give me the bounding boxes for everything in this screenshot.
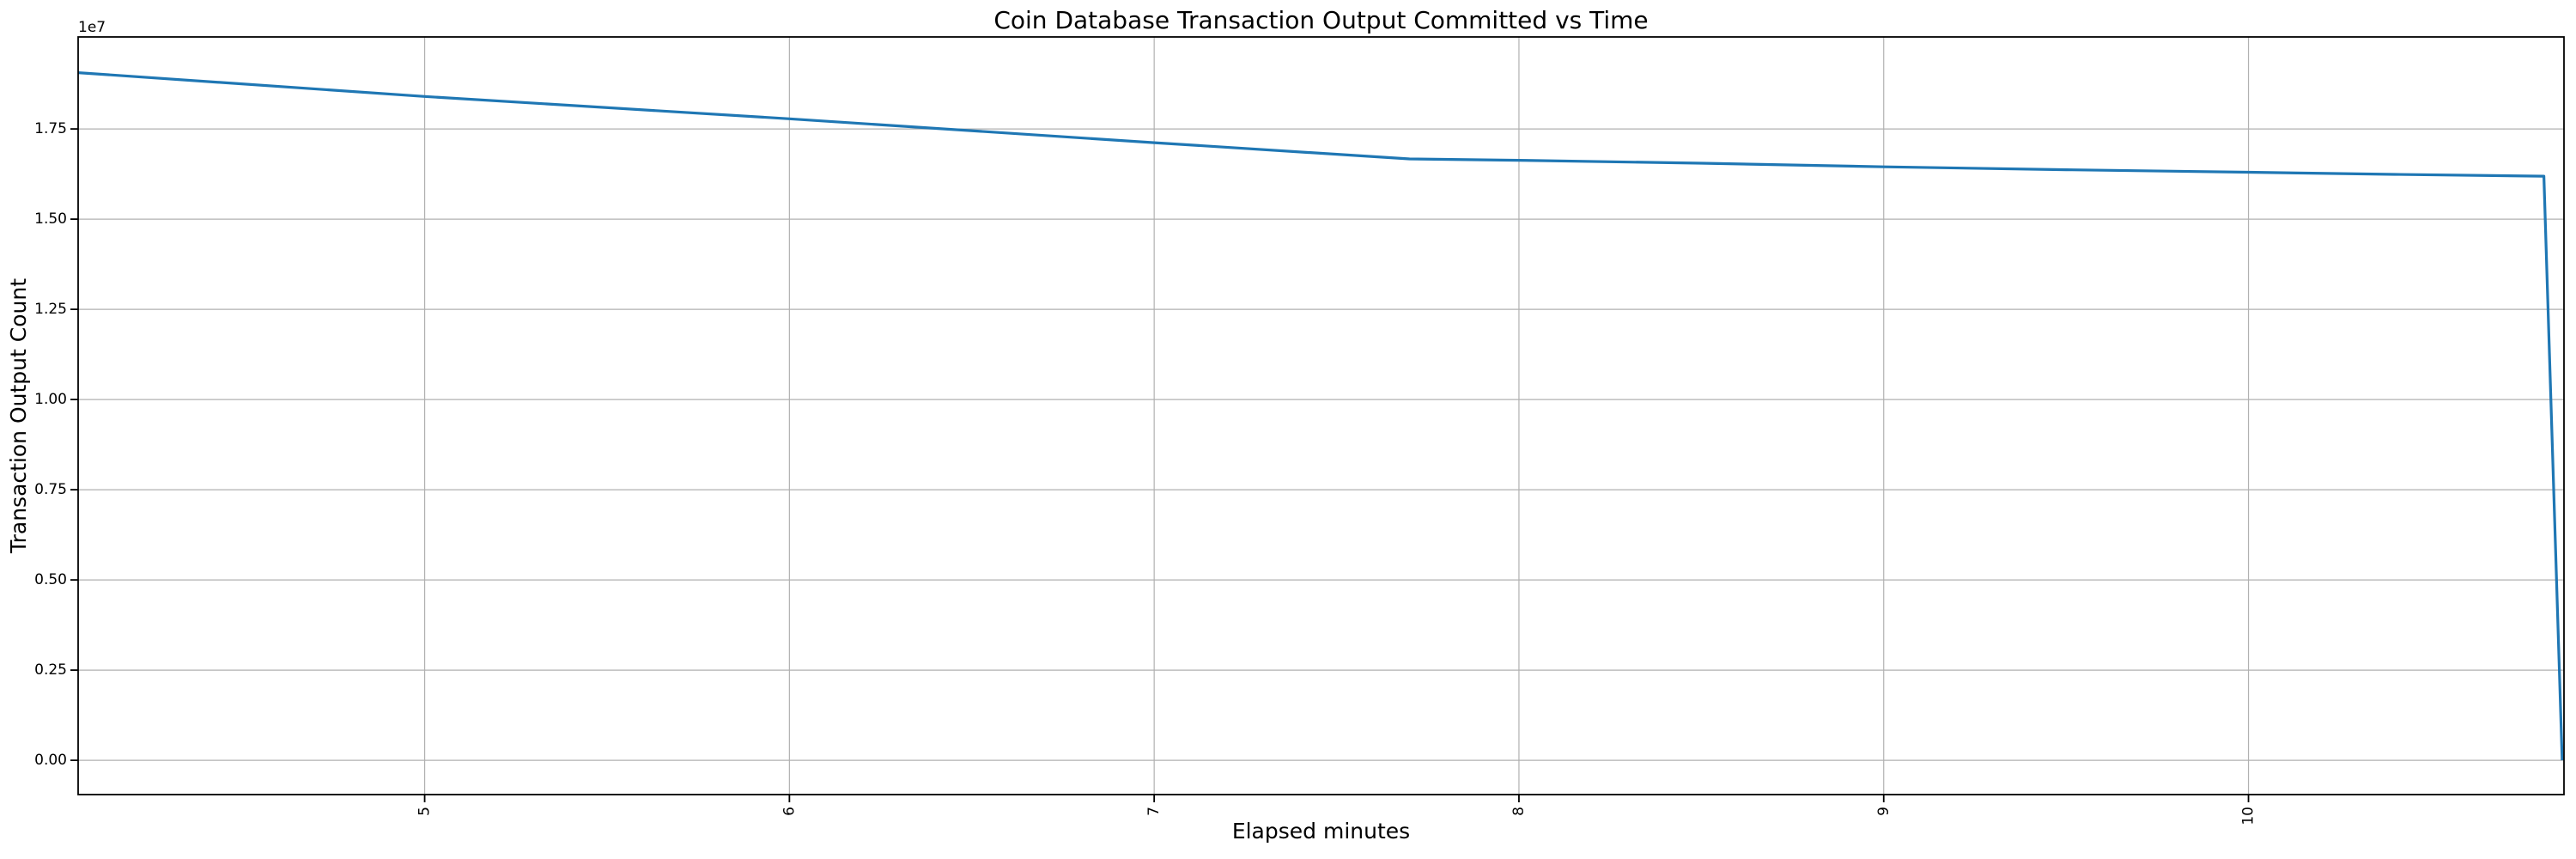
x-tick-label: 6 [781,807,798,816]
x-tick-label: 8 [1510,807,1528,816]
y-tick-label: 1.00 [34,391,67,408]
chart-title: Coin Database Transaction Output Committ… [993,6,1649,34]
y-tick-label: 0.25 [34,661,67,679]
x-tick-label: 9 [1875,807,1893,816]
x-tick-label: 5 [416,807,434,816]
y-tick-label: 1.75 [34,120,67,137]
y-tick-label: 0.50 [34,571,67,588]
y-tick-label: 0.00 [34,752,67,769]
data-line [77,71,2564,761]
x-tick-label: 10 [2240,807,2257,825]
x-tick-label: 7 [1145,807,1163,816]
y-tick-label: 1.50 [34,210,67,228]
y-tick-label: 0.75 [34,481,67,498]
plot-border [77,36,2565,795]
y-axis-offset-label: 1e7 [78,19,106,36]
x-axis-label: Elapsed minutes [1231,819,1411,844]
y-axis-label: Transaction Output Count [6,278,31,553]
y-tick-label: 1.25 [34,301,67,318]
